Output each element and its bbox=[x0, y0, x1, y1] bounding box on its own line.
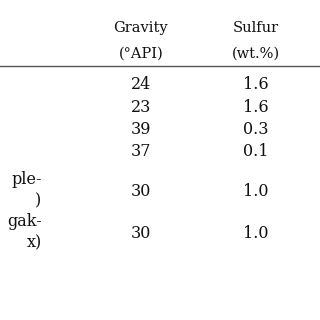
Text: 0.3: 0.3 bbox=[243, 121, 269, 138]
Text: Gravity: Gravity bbox=[114, 21, 168, 35]
Text: 37: 37 bbox=[131, 143, 151, 161]
Text: x): x) bbox=[26, 234, 42, 251]
Text: ): ) bbox=[35, 192, 42, 210]
Text: (wt.%): (wt.%) bbox=[232, 46, 280, 60]
Text: 1.6: 1.6 bbox=[243, 76, 269, 93]
Text: 30: 30 bbox=[131, 183, 151, 201]
Text: 0.1: 0.1 bbox=[243, 143, 269, 161]
Text: 30: 30 bbox=[131, 225, 151, 242]
Text: (°API): (°API) bbox=[118, 46, 163, 60]
Text: Sulfur: Sulfur bbox=[233, 21, 279, 35]
Text: 1.0: 1.0 bbox=[243, 225, 269, 242]
Text: 23: 23 bbox=[131, 99, 151, 116]
Text: gak-: gak- bbox=[7, 213, 42, 230]
Text: ple-: ple- bbox=[11, 171, 42, 188]
Text: 1.0: 1.0 bbox=[243, 183, 269, 201]
Text: 24: 24 bbox=[131, 76, 151, 93]
Text: 1.6: 1.6 bbox=[243, 99, 269, 116]
Text: 39: 39 bbox=[131, 121, 151, 138]
